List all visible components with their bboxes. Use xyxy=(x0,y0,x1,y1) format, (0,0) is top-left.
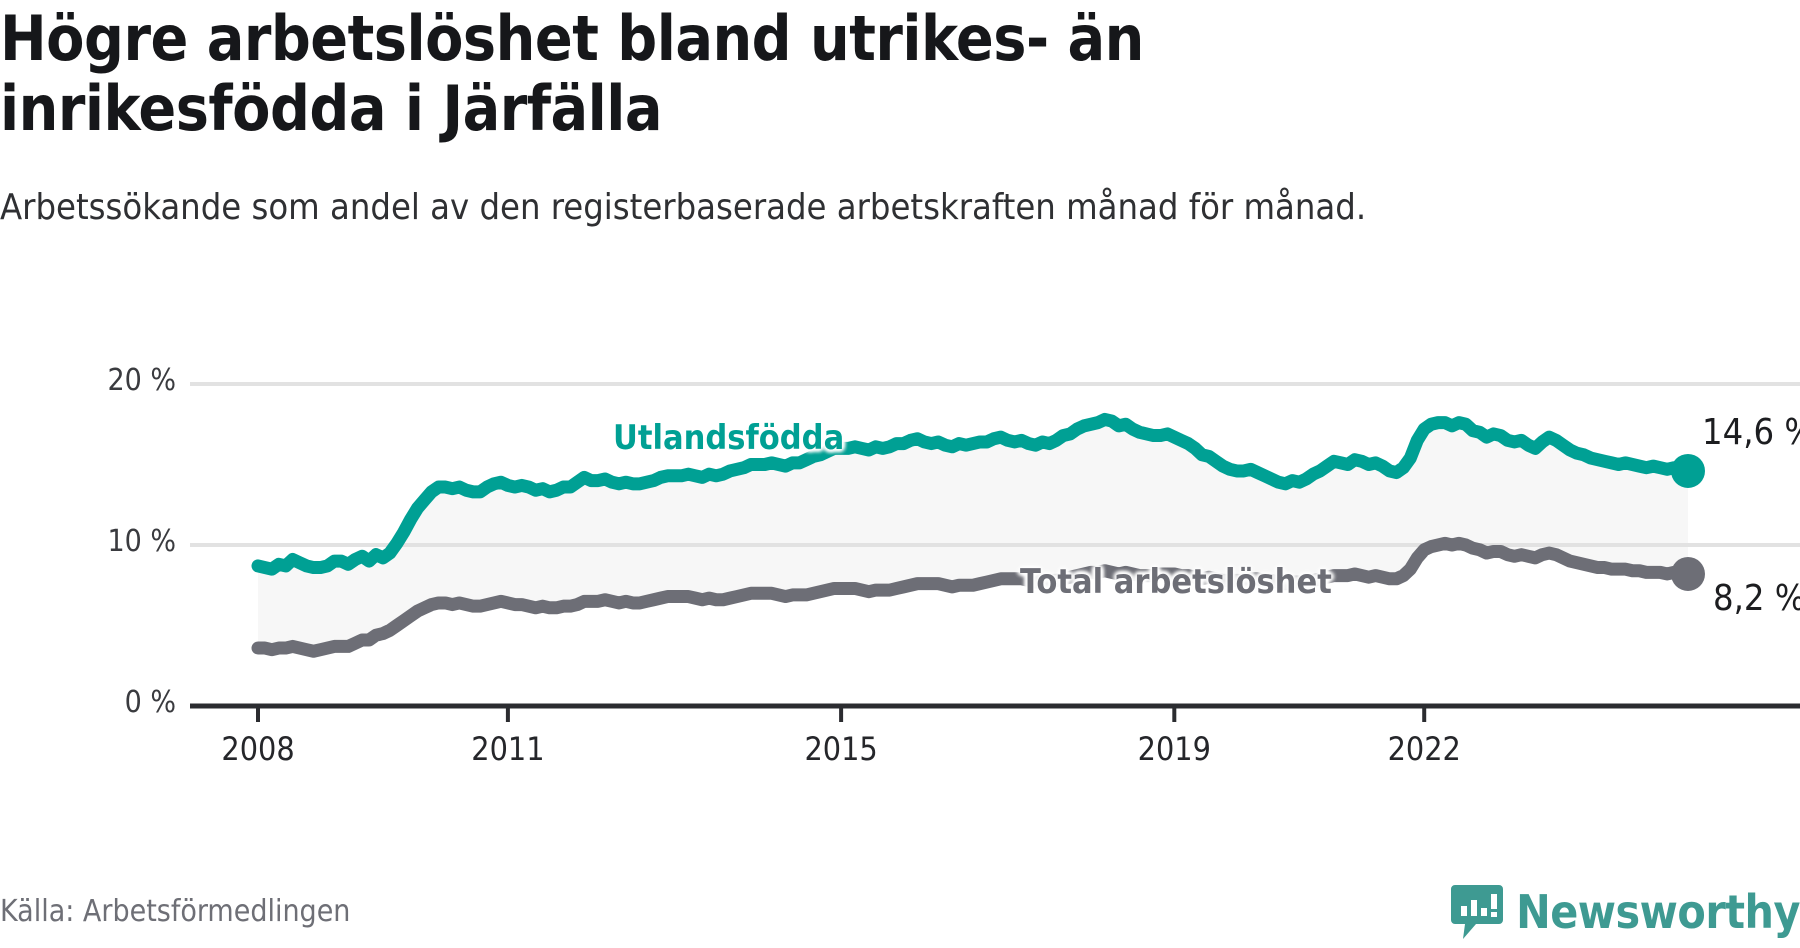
source-note: Källa: Arbetsförmedlingen xyxy=(0,894,351,929)
x-axis-tick-2022: 2022 xyxy=(1387,730,1461,768)
x-axis-tick-2019: 2019 xyxy=(1137,730,1211,768)
x-axis-tick-2008: 2008 xyxy=(221,730,295,768)
y-axis-tick-10: 10 % xyxy=(107,524,176,559)
x-axis-tick-2015: 2015 xyxy=(804,730,878,768)
series-label-utlandsfodda: Utlandsfödda xyxy=(613,418,845,458)
x-axis-tick-2011: 2011 xyxy=(471,730,545,768)
page-title: Högre arbetslöshet bland utrikes- än inr… xyxy=(0,2,1144,145)
page-subtitle: Arbetssökande som andel av den registerb… xyxy=(0,187,1367,228)
end-value-utlandsfodda: 14,6 % xyxy=(1702,412,1800,453)
y-axis-tick-0: 0 % xyxy=(124,685,176,720)
end-value-total-arbetsloshet: 8,2 % xyxy=(1713,578,1800,619)
newsworthy-logo: Newsworthy xyxy=(1450,884,1800,940)
series-label-total-arbetsloshet: Total arbetslöshet xyxy=(1020,562,1332,602)
logo-wordmark: Newsworthy xyxy=(1516,885,1800,939)
bar-chart-speech-bubble-icon xyxy=(1450,884,1504,940)
y-axis-tick-20: 20 % xyxy=(107,363,176,398)
